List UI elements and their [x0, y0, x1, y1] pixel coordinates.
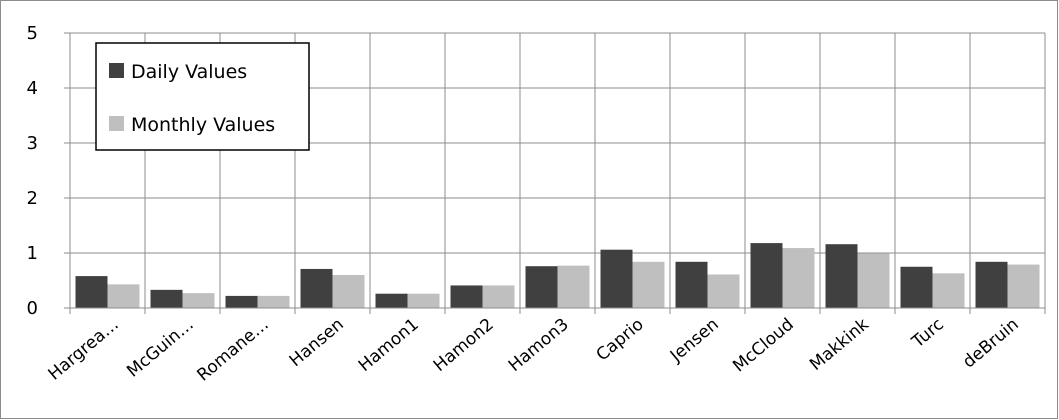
- y-tick-label: 1: [27, 243, 38, 264]
- bar-monthly: [482, 285, 515, 308]
- bar-daily: [900, 266, 933, 308]
- bar-monthly: [1007, 264, 1040, 308]
- bar-daily: [150, 289, 183, 308]
- bar-monthly: [332, 275, 365, 308]
- axes: [64, 32, 1046, 314]
- bar-daily: [675, 261, 708, 308]
- bar-monthly: [707, 274, 740, 308]
- y-tick-label: 0: [27, 298, 38, 319]
- bar-monthly: [857, 253, 890, 308]
- legend-label-daily: Daily Values: [131, 61, 247, 83]
- bar-daily: [600, 249, 633, 308]
- bar-monthly: [257, 295, 290, 308]
- bar-daily: [975, 261, 1008, 308]
- bar-daily: [375, 293, 408, 308]
- legend-label-monthly: Monthly Values: [131, 114, 275, 136]
- bar-monthly: [407, 293, 440, 308]
- bar-daily: [225, 295, 258, 308]
- bar-daily: [750, 243, 783, 308]
- legend-swatch-monthly: [109, 116, 124, 131]
- legend: Daily Values Monthly Values: [95, 42, 310, 151]
- bar-monthly: [782, 248, 815, 308]
- bar-daily: [450, 285, 483, 308]
- bar-monthly: [107, 284, 140, 308]
- bar-daily: [825, 244, 858, 308]
- bar-monthly: [182, 293, 215, 308]
- bar-monthly: [557, 265, 590, 308]
- y-tick-label: 2: [27, 188, 38, 209]
- y-tick-label: 4: [27, 78, 38, 99]
- bar-monthly: [932, 273, 965, 308]
- y-tick-label: 3: [27, 133, 38, 154]
- bar-daily: [525, 266, 558, 308]
- bar-monthly: [632, 261, 665, 308]
- gridlines: [70, 32, 1046, 308]
- legend-box: [95, 42, 310, 151]
- bars: [75, 243, 1040, 308]
- bar-daily: [300, 268, 333, 308]
- legend-swatch-daily: [109, 63, 124, 78]
- y-tick-label: 5: [27, 23, 38, 44]
- bar-daily: [75, 276, 108, 308]
